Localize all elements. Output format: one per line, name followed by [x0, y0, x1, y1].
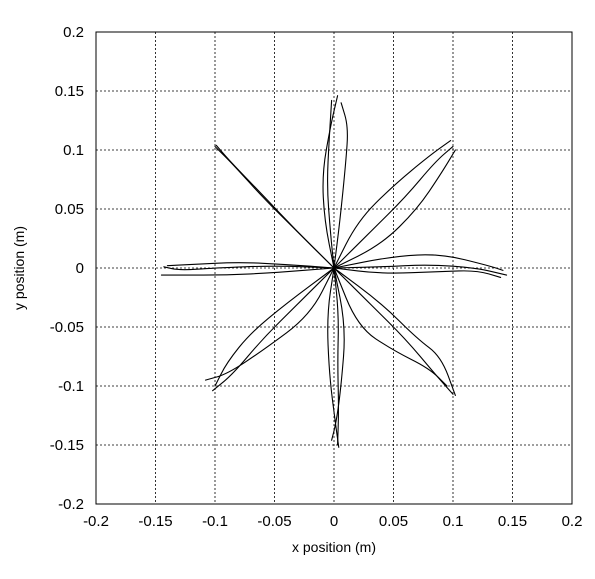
- trajectory-line: [327, 99, 335, 269]
- y-tick-label: 0.1: [63, 142, 84, 159]
- trajectory-line: [333, 267, 502, 278]
- trajectory-line: [333, 264, 508, 276]
- trajectory-line: [327, 267, 340, 448]
- x-tick-label: 0.1: [443, 513, 464, 530]
- trajectory-line: [214, 267, 335, 387]
- x-tick-labels: -0.2 -0.15 -0.1 -0.05 0 0.05 0.1 0.15 0.2: [83, 513, 582, 530]
- trajectory-line: [163, 265, 335, 271]
- trajectory-line: [333, 145, 454, 269]
- y-tick-label: 0.2: [63, 24, 84, 41]
- x-tick-label: 0.2: [562, 513, 583, 530]
- trajectory-line: [333, 140, 452, 269]
- y-tick-label: -0.1: [58, 378, 84, 395]
- trajectory-line: [333, 102, 348, 269]
- y-tick-label: -0.2: [58, 496, 84, 513]
- trajectory-line: [331, 267, 345, 441]
- trajectory-line: [333, 254, 504, 271]
- trajectory-line: [322, 95, 339, 269]
- x-tick-label: -0.1: [202, 513, 228, 530]
- x-tick-label: -0.15: [138, 513, 172, 530]
- trajectory-line: [333, 267, 456, 396]
- y-axis-label: y position (m): [11, 226, 27, 310]
- y-tick-label: -0.15: [50, 437, 84, 454]
- y-tick-label: -0.05: [50, 319, 84, 336]
- trajectory-line: [215, 144, 335, 269]
- trajectory-line: [204, 267, 335, 381]
- y-tick-labels: -0.2 -0.15 -0.1 -0.05 0 0.05 0.1 0.15 0.2: [50, 24, 84, 513]
- x-tick-label: 0: [330, 513, 338, 530]
- x-tick-label: -0.2: [83, 513, 109, 530]
- x-tick-label: 0.05: [379, 513, 408, 530]
- trajectory-line: [212, 267, 335, 392]
- y-tick-label: 0: [76, 260, 84, 277]
- trajectory-line: [333, 267, 448, 387]
- trajectory-line: [160, 267, 335, 276]
- trajectories: [160, 95, 508, 448]
- x-tick-label: -0.05: [257, 513, 291, 530]
- x-tick-label: 0.15: [498, 513, 527, 530]
- trajectory-line: [333, 267, 454, 395]
- y-tick-label: 0.15: [55, 83, 84, 100]
- y-tick-label: 0.05: [55, 201, 84, 218]
- x-axis-label: x position (m): [292, 539, 376, 555]
- trajectory-line: [333, 149, 456, 269]
